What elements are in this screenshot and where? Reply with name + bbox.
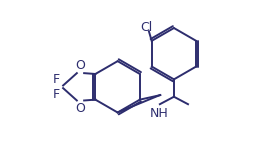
Text: F: F — [53, 88, 60, 101]
Text: F: F — [53, 73, 60, 86]
Text: O: O — [76, 102, 86, 115]
Text: O: O — [76, 59, 86, 72]
Text: NH: NH — [150, 107, 169, 120]
Text: Cl: Cl — [140, 21, 152, 34]
